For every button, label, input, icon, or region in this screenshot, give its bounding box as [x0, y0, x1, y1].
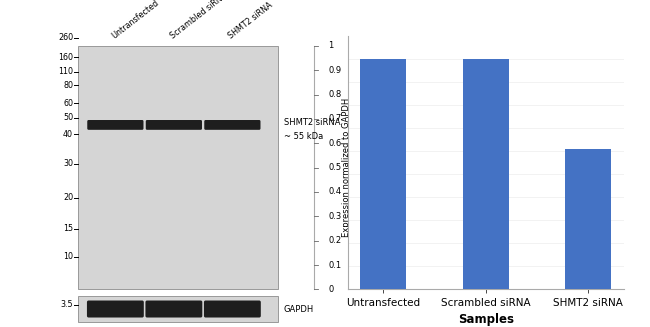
Text: 15: 15 [63, 224, 73, 233]
X-axis label: Samples: Samples [458, 313, 514, 326]
FancyBboxPatch shape [87, 120, 144, 130]
Text: 40: 40 [63, 129, 73, 139]
Text: 0.6: 0.6 [328, 139, 341, 148]
Text: 3.5: 3.5 [60, 300, 73, 309]
Bar [360, 59, 406, 289]
FancyBboxPatch shape [146, 120, 202, 130]
Text: 0.9: 0.9 [328, 66, 341, 75]
Text: Expression normalized to GAPDH: Expression normalized to GAPDH [343, 98, 351, 237]
Text: 30: 30 [63, 159, 73, 168]
Text: ~ 55 kDa: ~ 55 kDa [284, 132, 323, 141]
Text: 50: 50 [63, 113, 73, 122]
Text: 80: 80 [63, 80, 73, 90]
Text: 0.5: 0.5 [328, 163, 341, 172]
Text: 0: 0 [328, 285, 333, 294]
Text: 0.8: 0.8 [328, 90, 341, 99]
Text: SHMT2 siRNA: SHMT2 siRNA [227, 1, 274, 41]
Text: 0.3: 0.3 [328, 212, 341, 221]
FancyBboxPatch shape [87, 301, 144, 318]
Text: 20: 20 [63, 193, 73, 202]
FancyBboxPatch shape [146, 301, 202, 318]
Text: 1: 1 [328, 41, 333, 50]
Text: 0.2: 0.2 [328, 236, 341, 245]
Text: 110: 110 [58, 67, 73, 77]
FancyBboxPatch shape [204, 301, 261, 318]
Text: SHMT2 siRNA: SHMT2 siRNA [284, 118, 340, 127]
Bar [78, 296, 278, 322]
Text: 60: 60 [63, 98, 73, 108]
Text: 0.4: 0.4 [328, 187, 341, 197]
Text: GAPDH: GAPDH [284, 304, 314, 314]
FancyBboxPatch shape [204, 120, 261, 130]
Text: 260: 260 [58, 33, 73, 42]
Text: 0.1: 0.1 [328, 261, 341, 269]
Bar [566, 149, 612, 289]
Text: 160: 160 [58, 53, 73, 62]
Bar [463, 59, 509, 289]
Text: 0.7: 0.7 [328, 114, 341, 123]
Text: Scrambled siRNA: Scrambled siRNA [168, 0, 228, 41]
Text: Untransfected: Untransfected [110, 0, 161, 41]
Bar [78, 46, 278, 289]
Text: 10: 10 [63, 252, 73, 261]
